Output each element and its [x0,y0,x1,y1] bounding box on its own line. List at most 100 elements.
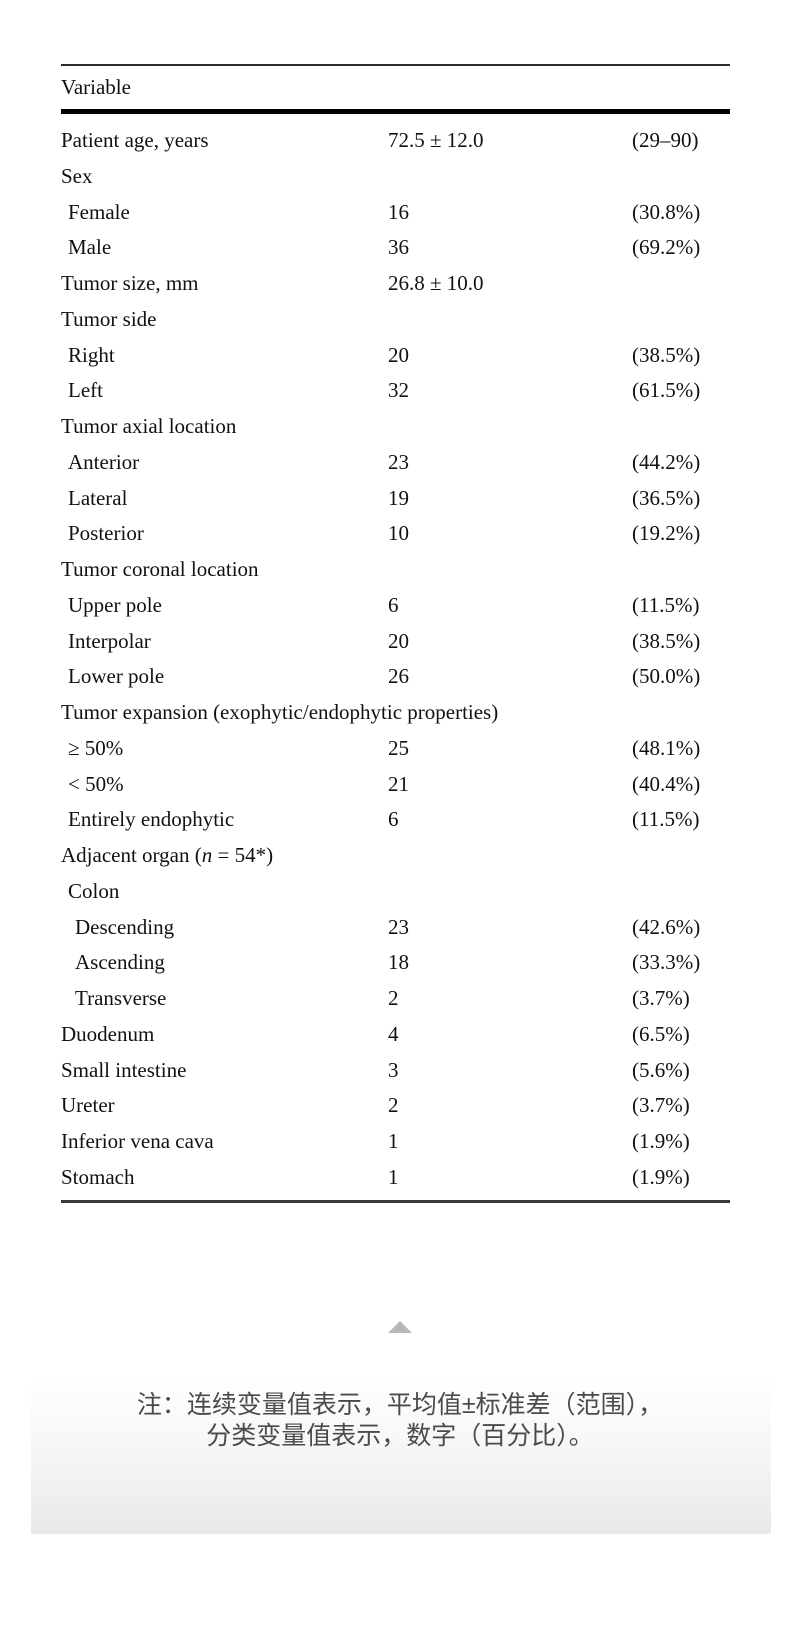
collapse-up-triangle-icon[interactable] [388,1321,412,1333]
table-bottom-rule [61,1200,730,1203]
row-label: Duodenum [61,1021,155,1046]
row-percentage: (3.7%) [632,1093,690,1118]
row-label: Patient age, years [61,128,209,152]
row-label: Descending [75,914,175,939]
caption-panel [31,1378,771,1534]
row-percentage: (36.5%) [632,485,701,510]
row-label: Transverse [75,986,167,1010]
table-row: Lower pole 26 (50.0%) [61,659,730,695]
table-row: Lateral 19 (36.5%) [61,481,730,517]
row-label: Lower pole [68,664,165,689]
row-percentage: (38.5%) [632,342,701,367]
row-label: Adjacent organ (n = 54*) [61,843,274,867]
row-label: Colon [68,878,120,903]
row-value: 16 [388,199,409,224]
row-value: 4 [388,1021,399,1046]
table-header-variable: Variable [61,75,131,99]
row-label: Tumor expansion (exophytic/endophytic pr… [61,700,499,724]
row-label: Ureter [61,1093,115,1118]
row-label: Interpolar [68,628,151,653]
row-percentage: (38.5%) [632,628,701,653]
row-label: < 50% [68,771,124,796]
row-label: Tumor coronal location [61,557,259,581]
row-percentage: (19.2%) [632,521,701,546]
table-row: Stomach 1 (1.9%) [61,1160,730,1196]
row-value: 3 [388,1057,399,1082]
row-value: 19 [388,485,409,510]
row-percentage: (5.6%) [632,1057,690,1082]
row-label: Tumor size, mm [61,271,199,295]
patient-characteristics-table: Variable Patient age, years 72.5 ± 12.0 (2… [61,64,730,1203]
table-body: Patient age, years 72.5 ± 12.0 (29–90) Sex F… [61,114,730,1196]
row-value: 2 [388,1093,399,1118]
row-percentage: (1.9%) [632,1129,690,1153]
table-row: Tumor side [61,302,730,338]
table-top-rule [61,64,730,66]
row-label: Small intestine [61,1057,187,1082]
row-value: 23 [388,449,409,474]
row-value: 6 [388,592,399,617]
row-label: Tumor side [61,306,157,331]
row-label: Stomach [61,1164,135,1189]
row-percentage: (11.5%) [632,807,700,832]
note-line-1: 注：连续变量值表示，平均值±标准差（范围）， [136,1391,664,1419]
table-row: Colon [61,874,730,910]
row-label: Entirely endophytic [68,807,235,832]
table-row: Transverse 2 (3.7%) [61,981,730,1017]
table-row: Right 20 (38.5%) [61,338,730,374]
table-header-row: Variable [61,66,730,109]
row-label: Right [68,342,115,367]
row-value: 20 [388,342,409,367]
table-row: Descending 23 (42.6%) [61,910,730,946]
table-row: Small intestine 3 (5.6%) [61,1053,730,1089]
row-label: Upper pole [68,592,162,617]
table-row: Ureter 2 (3.7%) [61,1088,730,1124]
row-value: 26 [388,664,409,689]
row-value: 10 [388,521,409,546]
table-row: Male 36 (69.2%) [61,230,730,266]
table-row: Tumor axial location [61,409,730,445]
row-percentage: (50.0%) [632,664,701,689]
row-percentage: (48.1%) [632,735,701,760]
table-row: Tumor size, mm 26.8 ± 10.0 [61,266,730,302]
row-value: 26.8 ± 10.0 [388,271,484,295]
table-row: Adjacent organ (n = 54*) [61,838,730,874]
row-value: 20 [388,628,409,653]
table-row: Tumor expansion (exophytic/endophytic pr… [61,695,730,731]
row-percentage: (40.4%) [632,771,701,796]
note-line-2: 分类变量值表示，数字（百分比）。 [206,1422,594,1450]
table-row: ≥ 50% 25 (48.1%) [61,731,730,767]
row-percentage: (3.7%) [632,986,690,1010]
table-header-rule [61,109,730,114]
row-label: ≥ 50% [68,735,124,760]
table-row: Female 16 (30.8%) [61,195,730,231]
row-value: 21 [388,771,409,796]
row-label: Male [68,235,112,260]
row-label: Posterior [68,521,144,546]
table-row: Left 32 (61.5%) [61,373,730,409]
row-label: Female [68,199,130,224]
row-value: 25 [388,735,409,760]
table-row: Upper pole 6 (11.5%) [61,588,730,624]
table-row: Posterior 10 (19.2%) [61,516,730,552]
row-value: 2 [388,986,399,1010]
row-value: 1 [388,1129,399,1153]
row-value: 1 [388,1164,399,1189]
row-value: 18 [388,950,409,975]
table-note-chinese: 注：连续变量值表示，平均值±标准差（范围）， 分类变量值表示，数字（百分比）。 [0,1390,800,1452]
table-row: Duodenum 4 (6.5%) [61,1017,730,1053]
row-label: Inferior vena cava [61,1129,214,1153]
row-percentage: (61.5%) [632,378,701,403]
row-percentage: (33.3%) [632,950,701,975]
row-label: Tumor axial location [61,414,237,438]
row-label: Lateral [68,485,128,510]
table-row: < 50% 21 (40.4%) [61,767,730,803]
table-row: Anterior 23 (44.2%) [61,445,730,481]
row-label: Sex [61,163,93,188]
row-value: 72.5 ± 12.0 [388,128,484,152]
row-percentage: (11.5%) [632,592,700,617]
row-label: Left [68,378,103,403]
row-percentage: (30.8%) [632,199,701,224]
row-percentage: (44.2%) [632,449,701,474]
